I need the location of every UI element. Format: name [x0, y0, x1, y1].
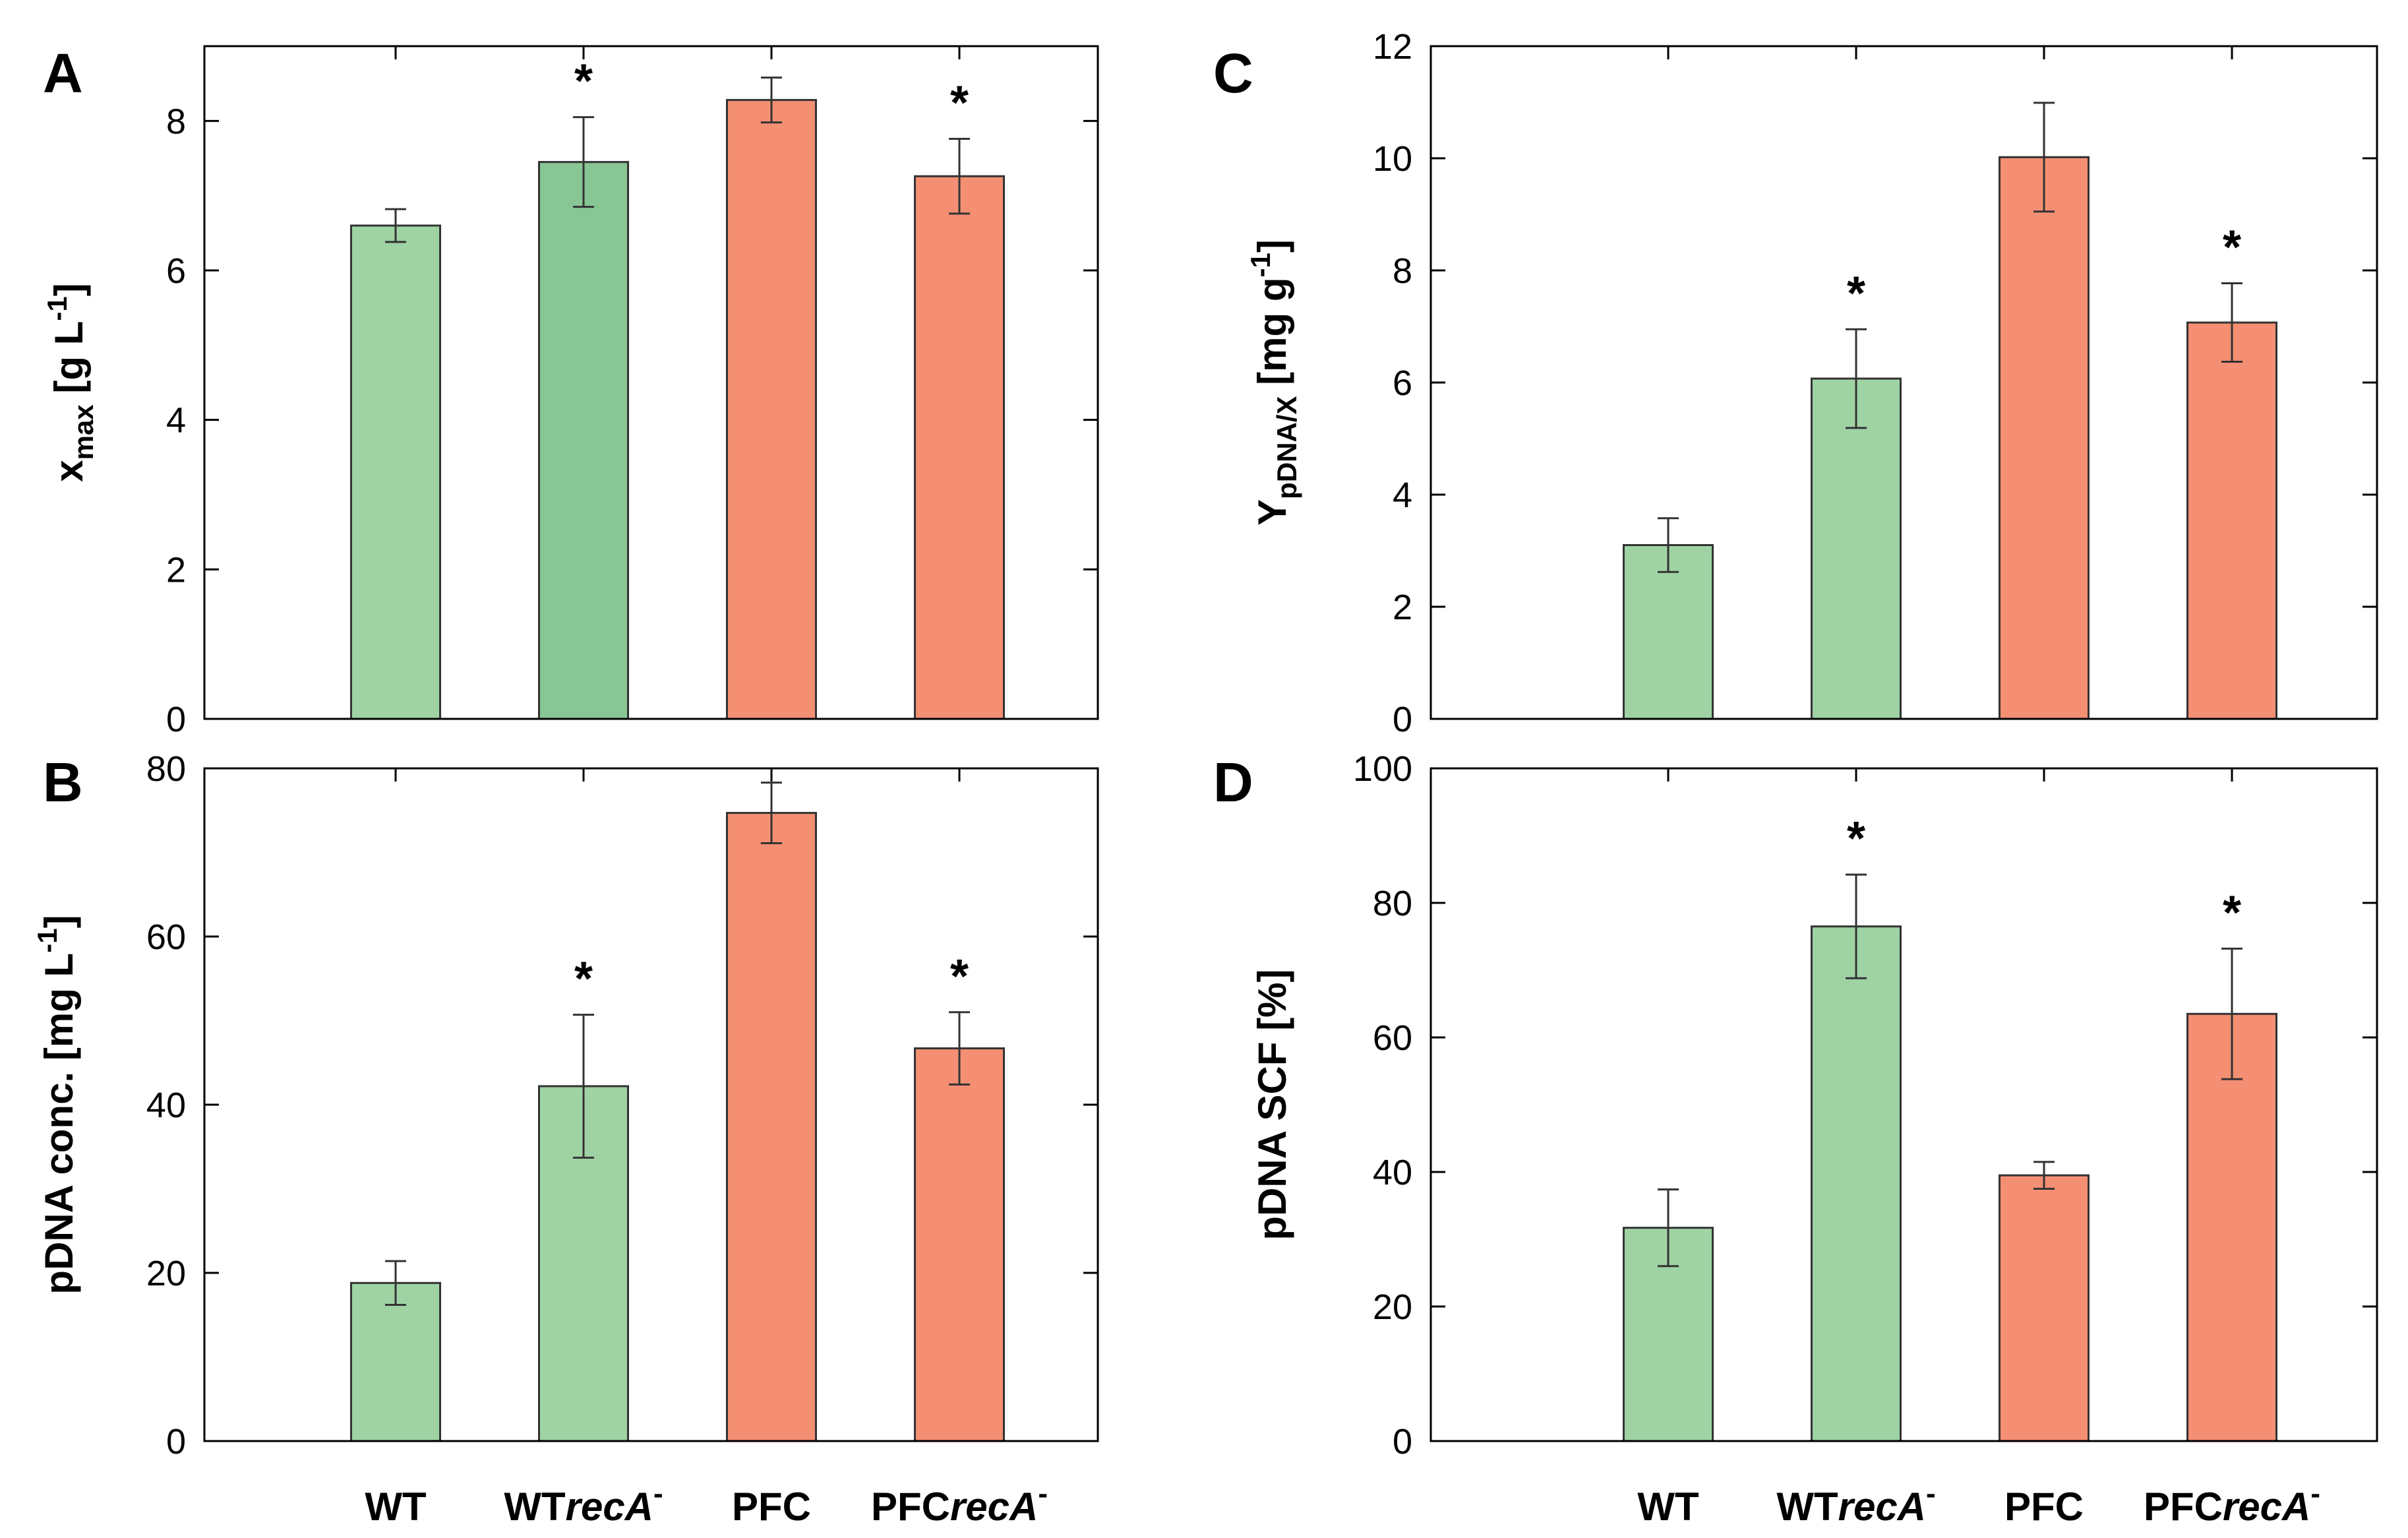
significance-star: * — [574, 55, 593, 108]
category-label: PFCrecA- — [2144, 1477, 2320, 1529]
y-tick-label: 0 — [1393, 1422, 1412, 1461]
bar-pfc — [1999, 156, 2090, 720]
bar-pfcreca- — [914, 1047, 1005, 1442]
y-tick-label: 0 — [1393, 700, 1412, 739]
plot-frame — [203, 767, 1099, 1442]
bar-wtreca- — [538, 161, 629, 720]
y-tick-label: 60 — [146, 917, 186, 957]
plot-frame — [1430, 45, 2378, 720]
error-bar — [573, 1014, 594, 1159]
category-label: WT — [1637, 1485, 1699, 1529]
plot-frame — [1430, 767, 2378, 1442]
bar-wt — [350, 1281, 441, 1442]
y-tick-label: 80 — [146, 749, 186, 789]
y-tick-label: 10 — [1373, 139, 1412, 179]
significance-star: * — [950, 950, 969, 1003]
error-bar — [1846, 873, 1867, 979]
bar-pfcreca- — [914, 175, 1005, 720]
y-axis-label: pDNA conc. [mg L-1] — [32, 915, 81, 1294]
panel-a: A 0 2 4 6 8 * * xmax [g L-1] — [42, 42, 1099, 739]
error-bar — [2033, 102, 2055, 213]
y-tick-label: 8 — [166, 102, 186, 141]
significance-star: * — [1847, 813, 1865, 865]
panel-b: B 0 20 40 60 80 * * pDNA conc. [mg L-1] WT WTrecA-… — [32, 749, 1099, 1529]
y-tick-label: 20 — [146, 1254, 186, 1293]
bar-pfc — [726, 812, 817, 1442]
bar-pfc — [726, 99, 817, 720]
error-bar — [949, 1011, 970, 1086]
error-bar — [1846, 328, 1867, 429]
bar-wt — [350, 224, 441, 720]
y-tick-label: 60 — [1373, 1018, 1412, 1058]
y-tick-label: 6 — [1393, 363, 1412, 403]
error-bar — [2221, 282, 2242, 363]
panel-letter: C — [1213, 42, 1253, 104]
category-label: PFCrecA- — [871, 1477, 1048, 1529]
bar-pfcreca- — [2186, 321, 2277, 720]
error-bar — [2033, 1161, 2055, 1190]
panel-letter: B — [43, 751, 83, 813]
y-tick-label: 40 — [146, 1086, 186, 1125]
category-label: PFC — [732, 1485, 811, 1529]
bar-wt — [1623, 544, 1714, 720]
category-label: WTrecA- — [504, 1477, 663, 1529]
y-tick-label: 2 — [1393, 588, 1412, 627]
plot-frame — [203, 45, 1099, 720]
y-tick-label: 2 — [166, 550, 186, 590]
panel-d: D 0 20 40 60 80 100 * * pDNA SCF [%] WT WTrecA- PFC P… — [1213, 749, 2378, 1529]
y-axis-label: pDNA SCF [%] — [1250, 969, 1294, 1240]
bar-pfc — [1999, 1174, 2090, 1442]
y-tick-label: 4 — [1393, 476, 1412, 515]
error-bar — [385, 1260, 406, 1306]
panel-letter: A — [43, 42, 83, 104]
significance-star: * — [574, 953, 593, 1006]
panel-c: C 0 2 4 6 8 10 12 * * YpDNA/X [mg g-1] — [1213, 27, 2378, 739]
y-tick-label: 8 — [1393, 251, 1412, 291]
category-label: WTrecA- — [1776, 1477, 1935, 1529]
significance-star: * — [950, 77, 969, 130]
y-tick-label: 20 — [1373, 1287, 1412, 1327]
panel-letter: D — [1213, 751, 1253, 813]
category-label: PFC — [2004, 1485, 2084, 1529]
significance-star: * — [1847, 267, 1865, 320]
error-bar — [573, 116, 594, 208]
bar-wtreca- — [1811, 377, 1902, 720]
y-tick-label: 0 — [166, 1422, 186, 1461]
y-tick-label: 40 — [1373, 1153, 1412, 1192]
error-bar — [385, 208, 406, 243]
bar-pfcreca- — [2186, 1012, 2277, 1442]
y-tick-label: 100 — [1353, 749, 1412, 789]
y-axis-label: YpDNA/X [mg g-1] — [1245, 239, 1302, 526]
y-axis-label: xmax [g L-1] — [42, 283, 99, 481]
error-bar — [2221, 947, 2242, 1080]
error-bar — [1658, 1188, 1679, 1268]
y-tick-label: 0 — [166, 700, 186, 739]
significance-star: * — [2223, 222, 2241, 274]
error-bar — [761, 77, 782, 124]
error-bar — [1658, 517, 1679, 573]
category-label: WT — [365, 1485, 426, 1529]
y-tick-label: 6 — [166, 251, 186, 291]
bar-wtreca- — [1811, 925, 1902, 1442]
error-bar — [949, 138, 970, 215]
y-tick-label: 12 — [1373, 27, 1412, 67]
error-bar — [761, 782, 782, 844]
y-tick-label: 80 — [1373, 884, 1412, 923]
y-tick-label: 4 — [166, 401, 186, 441]
significance-star: * — [2223, 886, 2241, 939]
